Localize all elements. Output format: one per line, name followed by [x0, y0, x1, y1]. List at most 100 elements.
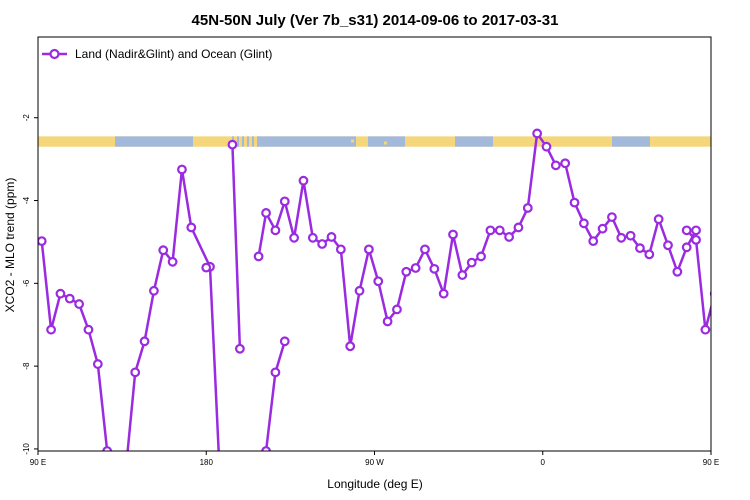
data-point	[102, 446, 113, 451]
data-point	[597, 223, 608, 234]
data-point	[635, 243, 645, 254]
y-tick-label: -8	[22, 362, 31, 370]
series-line	[231, 144, 242, 349]
data-point	[429, 263, 440, 274]
data-point	[167, 256, 178, 267]
data-point	[345, 341, 356, 352]
data-point	[373, 276, 384, 287]
x-tick-label: 90 W	[365, 458, 384, 467]
data-point	[578, 218, 589, 229]
y-tick-label: -2	[22, 114, 31, 122]
data-point	[691, 234, 701, 245]
strip-ocean-speck	[252, 136, 254, 147]
data-point	[74, 299, 85, 309]
data-point	[672, 266, 683, 277]
series-line	[40, 240, 109, 451]
strip-ocean-band	[455, 136, 493, 147]
data-point	[476, 251, 486, 262]
data-point	[550, 160, 561, 171]
data-point	[681, 242, 692, 253]
data-point	[485, 225, 496, 236]
data-point	[569, 197, 580, 208]
data-point	[92, 359, 103, 369]
x-tick-label: 180	[200, 458, 214, 467]
data-point	[588, 236, 599, 247]
y-axis-label: XCO2 - MLO trend (ppm)	[3, 178, 17, 313]
series-layer	[38, 128, 711, 451]
data-point	[625, 230, 636, 241]
data-point	[541, 141, 552, 152]
data-point	[681, 225, 692, 236]
data-point	[607, 212, 617, 222]
data-point	[494, 225, 505, 236]
strip-ocean-speck	[257, 136, 259, 147]
data-point	[466, 257, 477, 268]
strip-ocean-band	[612, 136, 650, 147]
strip-ocean-band	[115, 136, 193, 147]
data-point	[317, 239, 328, 249]
y-axis: -2 -4 -6 -8 -10	[22, 114, 38, 455]
data-point	[560, 158, 571, 169]
data-point	[616, 232, 627, 243]
data-point	[653, 214, 664, 225]
data-point	[149, 285, 159, 296]
data-point	[253, 251, 264, 262]
data-point	[46, 324, 56, 335]
data-point	[83, 324, 94, 335]
x-axis-label: Longitude (deg E)	[327, 477, 422, 491]
legend-label: Land (Nadir&Glint) and Ocean (Glint)	[75, 47, 272, 61]
strip-land-speck	[351, 139, 354, 143]
strip-land-speck	[357, 142, 360, 146]
data-point	[438, 288, 449, 299]
legend-marker	[49, 48, 60, 60]
strip-land-speck	[384, 141, 387, 145]
data-point	[38, 236, 47, 247]
x-tick-label: 90 E	[703, 458, 719, 467]
strip-ocean-speck	[237, 136, 239, 147]
data-point	[522, 203, 533, 213]
data-point	[234, 343, 245, 354]
data-point	[139, 336, 150, 347]
data-point	[261, 208, 271, 218]
data-point	[448, 229, 458, 240]
data-point	[410, 263, 421, 273]
strip-ocean-speck	[242, 136, 244, 147]
data-point	[186, 222, 197, 233]
chart-title: 45N-50N July (Ver 7b_s31) 2014-09-06 to …	[192, 12, 559, 29]
data-point	[644, 249, 655, 260]
data-point	[55, 288, 66, 299]
data-point	[158, 245, 169, 256]
data-point	[401, 266, 412, 277]
strip-ocean-speck	[247, 136, 249, 147]
x-tick-label: 90 E	[30, 458, 46, 467]
data-point	[130, 367, 141, 378]
data-point	[298, 175, 309, 186]
data-point	[513, 222, 524, 233]
data-point	[177, 164, 187, 175]
data-point	[382, 316, 393, 327]
data-point	[532, 128, 543, 139]
data-point	[420, 244, 430, 255]
data-point	[279, 336, 290, 347]
data-point	[270, 367, 281, 378]
y-tick-label: -4	[22, 196, 31, 204]
data-point	[64, 293, 75, 304]
data-point	[261, 446, 271, 451]
data-point	[457, 270, 468, 280]
data-point	[307, 232, 318, 243]
data-point	[335, 244, 346, 255]
data-point	[504, 232, 515, 242]
data-point	[326, 232, 337, 242]
data-point	[227, 139, 238, 150]
data-point	[279, 196, 290, 207]
data-point	[392, 304, 402, 315]
data-point	[691, 225, 701, 236]
x-tick-label: 0	[541, 458, 546, 467]
y-tick-label: -6	[22, 279, 31, 287]
data-point	[363, 244, 374, 255]
legend: Land (Nadir&Glint) and Ocean (Glint)	[42, 47, 272, 61]
data-point	[354, 285, 365, 296]
strip-land-speck	[363, 138, 366, 142]
